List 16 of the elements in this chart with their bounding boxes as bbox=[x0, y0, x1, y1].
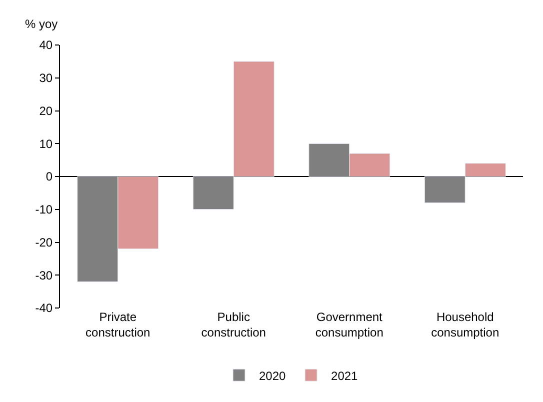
y-tick-label: -10 bbox=[35, 202, 53, 217]
x-tick-label: Private construction bbox=[86, 310, 150, 340]
y-axis-title: % yoy bbox=[25, 17, 58, 31]
x-tick-label: Public construction bbox=[201, 310, 266, 340]
y-tick-label: 30 bbox=[39, 71, 53, 86]
legend-label: 2020 bbox=[259, 368, 286, 383]
y-tick-label: 20 bbox=[39, 104, 53, 118]
y-tick-label: 40 bbox=[39, 38, 53, 52]
y-tick-label: -20 bbox=[35, 235, 53, 250]
x-tick-label: Government consumption bbox=[315, 310, 384, 340]
y-tick-label: 0 bbox=[46, 170, 53, 184]
legend-label: 2021 bbox=[331, 368, 358, 383]
x-tick-label: Household consumption bbox=[431, 310, 500, 340]
y-tick-label: 10 bbox=[39, 136, 53, 151]
y-tick-label: -40 bbox=[35, 301, 53, 316]
y-tick-label: -30 bbox=[35, 268, 53, 282]
